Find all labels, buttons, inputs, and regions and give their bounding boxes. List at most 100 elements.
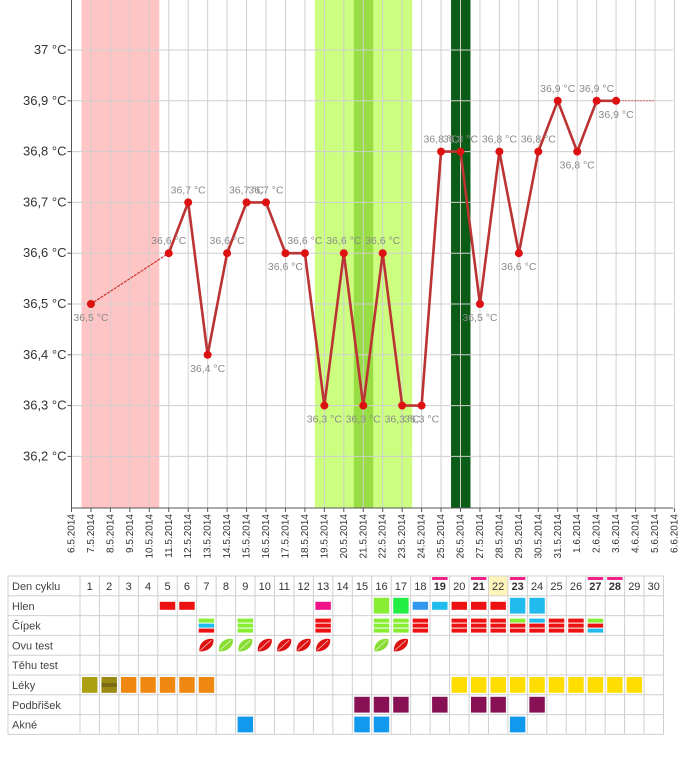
cell-mark (490, 623, 506, 628)
day-number: 15 (356, 581, 368, 593)
x-tick-label: 29.5.2014 (514, 514, 525, 559)
y-tick-label: 36,6 °C (23, 245, 67, 260)
data-point (339, 249, 348, 258)
day-number: 7 (203, 581, 209, 593)
data-point (164, 249, 173, 258)
x-tick-label: 28.5.2014 (494, 514, 505, 559)
cell-mark (548, 618, 565, 623)
row-label: Léky (12, 680, 36, 692)
x-tick-label: 26.5.2014 (456, 514, 467, 559)
cell-mark (529, 677, 545, 693)
leaf-vein (200, 640, 212, 651)
data-label: 36,5 °C (462, 312, 498, 324)
x-tick-label: 13.5.2014 (203, 514, 214, 559)
x-tick-label: 8.5.2014 (105, 514, 116, 553)
leaf-vein (277, 640, 290, 651)
cell-mark (451, 677, 467, 693)
cell-mark (198, 618, 215, 623)
x-tick-label: 14.5.2014 (222, 514, 233, 559)
cell-mark (451, 628, 467, 633)
x-tick-label: 27.5.2014 (475, 514, 486, 559)
data-point (242, 198, 251, 207)
cell-mark (568, 618, 584, 623)
cell-mark (451, 618, 467, 623)
cell-mark (82, 677, 98, 693)
leaf-vein (219, 640, 232, 651)
series-segment (90, 252, 170, 305)
cell-mark (568, 623, 584, 628)
cell-mark (373, 618, 390, 623)
cell-mark (529, 618, 545, 623)
x-tick-label: 4.6.2014 (631, 514, 642, 553)
leaf-vein (258, 640, 271, 651)
cell-mark (393, 623, 409, 628)
cell-mark (354, 696, 370, 713)
cell-mark (373, 696, 390, 713)
series-segment (342, 251, 365, 407)
day-number: 24 (531, 581, 543, 593)
y-tick-label: 36,9 °C (23, 93, 67, 108)
data-label: 36,6 °C (326, 235, 362, 247)
top-mark (432, 577, 448, 580)
x-tick-label: 6.5.2014 (67, 514, 78, 553)
leaf-vein (394, 640, 407, 651)
top-mark (607, 577, 623, 580)
cell-mark (471, 618, 487, 623)
cell-mark (393, 618, 409, 623)
leaf-vein (316, 640, 329, 651)
cell-mark (179, 601, 195, 610)
data-label: 36,9 °C (599, 109, 635, 121)
cell-mark (412, 601, 429, 610)
data-point (86, 300, 95, 308)
day-number: 1 (87, 581, 93, 593)
row-label: Ovu test (12, 640, 53, 652)
data-label: 36,6 °C (210, 235, 246, 247)
cell-mark (607, 677, 623, 693)
y-tick-label: 36,3 °C (23, 398, 67, 413)
cell-mark (159, 601, 176, 610)
cell-mark (490, 618, 506, 623)
leaf-vein (375, 640, 387, 651)
data-point (417, 401, 426, 410)
data-label: 36,8 °C (521, 134, 557, 146)
series-segment (264, 201, 287, 255)
x-tick-label: 19.5.2014 (319, 514, 330, 559)
cell-mark (373, 716, 390, 733)
day-number: 5 (164, 581, 170, 593)
cell-mark (412, 628, 429, 633)
data-points (86, 96, 621, 410)
data-label: 36,3 °C (346, 414, 382, 426)
x-tick-label: 20.5.2014 (339, 514, 350, 559)
cell-mark (509, 677, 526, 693)
data-label: 36,8 °C (560, 160, 596, 172)
cell-mark (432, 696, 448, 713)
day-number: 2 (106, 581, 112, 593)
y-tick-label: 36,2 °C (23, 448, 67, 463)
top-mark (509, 577, 526, 580)
band-0 (81, 0, 160, 508)
day-number: 18 (414, 581, 426, 593)
data-point (456, 147, 465, 156)
x-tick-label: 5.6.2014 (650, 514, 661, 553)
day-number: 14 (336, 581, 348, 593)
data-point (378, 249, 387, 258)
day-number: 16 (375, 581, 387, 593)
cell-mark (471, 696, 487, 713)
data-label: 36,3 °C (404, 414, 440, 426)
data-label: 36,8 °C (423, 134, 459, 146)
series-segment (361, 251, 385, 407)
y-tick-label: 36,5 °C (23, 296, 67, 311)
x-tick-label: 11.5.2014 (164, 514, 175, 558)
top-mark (587, 577, 604, 580)
data-point (514, 249, 523, 258)
cell-mark (529, 623, 545, 628)
cell-mark (509, 716, 526, 733)
cell-mark (471, 601, 487, 610)
data-point (223, 249, 232, 258)
cell-mark (354, 716, 370, 733)
day-number: 4 (145, 581, 151, 593)
cell-mark (587, 677, 604, 693)
day-number: 6 (184, 581, 190, 593)
cell-mark (509, 623, 526, 628)
